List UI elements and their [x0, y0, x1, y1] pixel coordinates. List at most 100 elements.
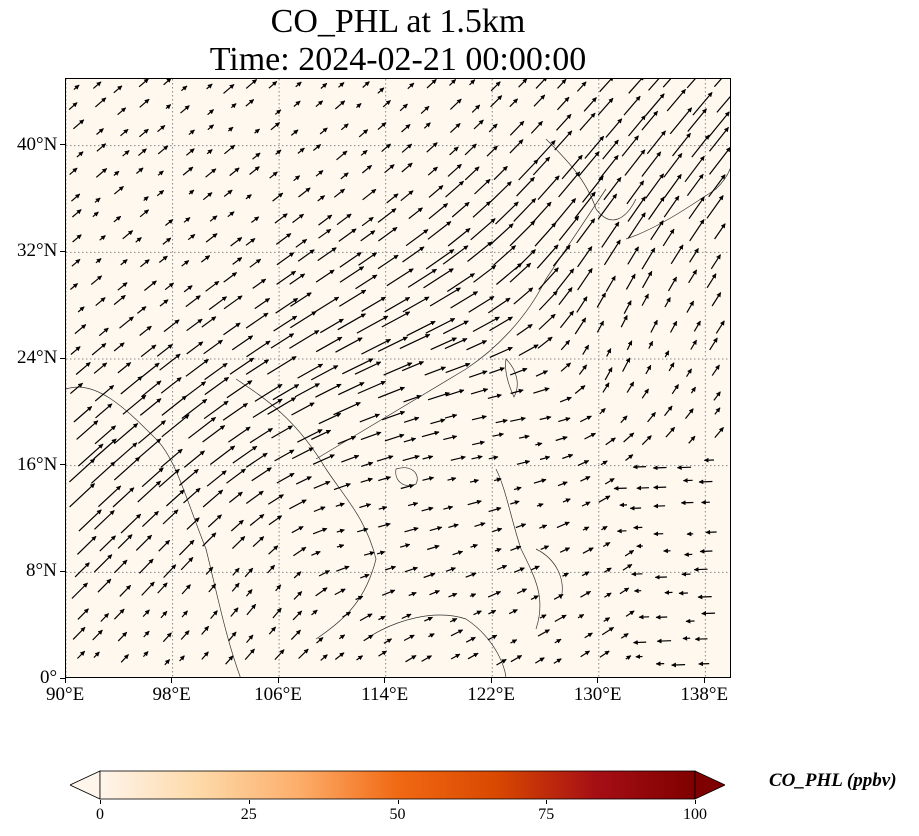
- wind-arrow: [714, 407, 721, 415]
- wind-arrow: [230, 607, 239, 617]
- wind-arrow: [207, 514, 222, 528]
- wind-arrow: [664, 405, 673, 417]
- wind-arrow: [142, 609, 150, 618]
- wind-arrow: [227, 126, 234, 132]
- wind-arrow: [577, 460, 590, 467]
- wind-arrow: [319, 318, 344, 334]
- wind-arrow: [181, 398, 208, 419]
- wind-arrow: [206, 83, 213, 90]
- wind-arrow: [179, 655, 185, 662]
- wind-arrow: [403, 634, 415, 642]
- wind-arrow: [276, 472, 295, 484]
- wind-arrow: [229, 167, 240, 177]
- wind-arrow: [510, 416, 526, 422]
- wind-arrow: [427, 221, 452, 240]
- wind-arrow: [77, 306, 85, 313]
- wind-arrow: [556, 268, 575, 292]
- colorbar-low-extend: [70, 770, 101, 800]
- wind-arrow: [205, 233, 218, 243]
- wind-arrow: [494, 547, 502, 553]
- wind-arrow: [534, 222, 557, 247]
- wind-arrow: [486, 145, 498, 157]
- wind-arrow: [223, 295, 243, 310]
- wind-arrow: [311, 429, 332, 440]
- wind-arrow: [223, 189, 233, 197]
- wind-arrow: [537, 629, 550, 637]
- wind-arrow: [69, 483, 96, 508]
- wind-arrow: [427, 544, 440, 551]
- x-tick-label: 106°E: [254, 684, 302, 705]
- wind-arrow: [602, 541, 611, 548]
- wind-arrow: [183, 217, 191, 223]
- wind-arrow: [229, 357, 255, 375]
- wind-vector-field: [66, 79, 730, 677]
- wind-arrow: [488, 123, 498, 133]
- wind-arrow: [539, 455, 551, 461]
- wind-arrow: [464, 143, 477, 156]
- wind-arrow: [561, 154, 583, 180]
- wind-arrow: [662, 79, 672, 88]
- wind-arrow: [244, 567, 254, 578]
- wind-arrow: [340, 172, 349, 180]
- wind-arrow: [468, 295, 495, 313]
- wind-arrow: [333, 402, 361, 416]
- wind-arrow: [266, 355, 297, 375]
- wind-arrow: [268, 515, 283, 526]
- wind-arrow: [465, 636, 476, 643]
- wind-arrow: [181, 584, 191, 595]
- wind-arrow: [271, 425, 293, 439]
- wind-arrow: [535, 441, 543, 447]
- wind-arrow: [267, 397, 297, 415]
- map-panel[interactable]: [65, 78, 731, 678]
- wind-arrow: [422, 476, 435, 481]
- wind-arrow: [489, 367, 505, 374]
- wind-arrow: [669, 320, 678, 333]
- wind-arrow: [686, 300, 695, 313]
- wind-arrow: [466, 340, 488, 351]
- wind-arrow: [249, 258, 262, 268]
- wind-arrow: [162, 509, 179, 525]
- wind-arrow: [336, 150, 348, 161]
- wind-arrow: [445, 362, 471, 374]
- wind-arrow: [291, 525, 304, 534]
- wind-arrow: [513, 486, 522, 492]
- wind-arrow: [449, 122, 461, 134]
- wind-arrow: [201, 316, 217, 328]
- wind-arrow: [315, 587, 328, 597]
- wind-arrow: [685, 368, 693, 378]
- wind-arrow: [450, 291, 479, 309]
- y-tick-label: 16°N: [17, 453, 58, 475]
- wind-arrow: [553, 593, 564, 600]
- wind-arrow: [576, 81, 587, 92]
- wind-arrow: [428, 203, 448, 220]
- wind-arrow: [249, 513, 265, 526]
- wind-arrow: [714, 427, 724, 438]
- colorbar-tick-mark: [695, 800, 696, 804]
- wind-arrow: [378, 475, 392, 482]
- wind-arrow: [186, 318, 203, 332]
- wind-arrow: [602, 382, 610, 393]
- wind-arrow: [342, 611, 352, 618]
- wind-arrow: [188, 189, 195, 195]
- wind-arrow: [533, 94, 546, 107]
- wind-arrow: [576, 218, 596, 244]
- wind-arrow: [339, 266, 365, 283]
- wind-arrow: [113, 608, 125, 620]
- wind-arrow: [254, 383, 283, 402]
- wind-arrow: [698, 479, 713, 485]
- wind-arrow: [688, 435, 696, 444]
- colorbar-tick-label: 0: [96, 806, 104, 823]
- wind-arrow: [429, 526, 443, 532]
- wind-arrow: [693, 567, 708, 572]
- wind-arrow: [360, 431, 382, 441]
- wind-arrow: [533, 478, 547, 484]
- wind-arrow: [624, 549, 635, 557]
- wind-arrow: [275, 149, 282, 155]
- wind-arrow: [359, 413, 380, 423]
- wind-arrow: [428, 185, 444, 198]
- colorbar-title: CO_PHL (ppbv): [769, 770, 897, 791]
- wind-arrow: [202, 532, 217, 547]
- wind-arrow: [295, 476, 312, 485]
- wind-arrow: [509, 262, 532, 283]
- wind-arrow: [558, 215, 580, 241]
